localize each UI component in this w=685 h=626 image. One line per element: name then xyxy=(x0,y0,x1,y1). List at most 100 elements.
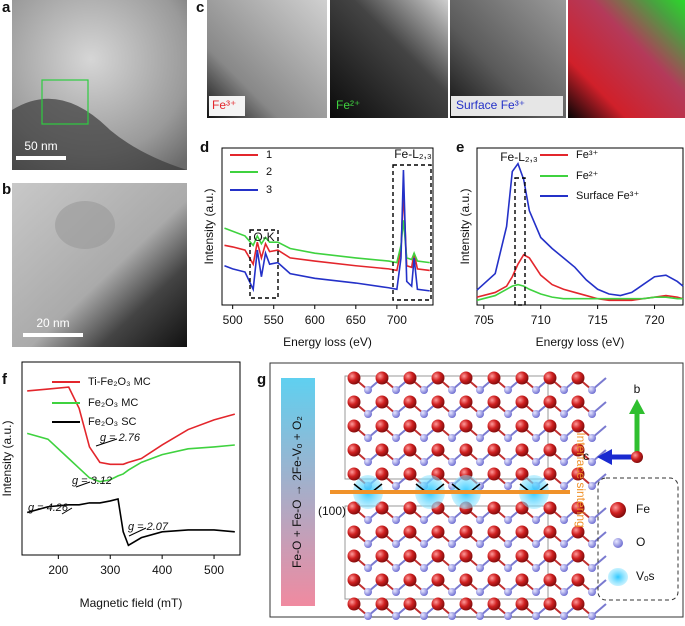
x-tick-label: 705 xyxy=(474,313,494,327)
legend-label: Fe³⁺ xyxy=(576,149,599,161)
o-atom xyxy=(532,516,540,524)
o-atom xyxy=(588,516,596,524)
o-atom xyxy=(532,588,540,596)
series-line xyxy=(476,162,684,297)
fe-atom xyxy=(375,371,389,385)
panel-label: d xyxy=(200,139,209,156)
fe-atom xyxy=(515,371,529,385)
legend-label: Fe₂O₃ SC xyxy=(88,416,137,428)
o-atom xyxy=(420,410,428,418)
o-atom xyxy=(476,540,484,548)
legend-label: O xyxy=(636,535,645,549)
o-atom xyxy=(532,458,540,466)
plot-frame xyxy=(21,361,241,556)
o-atom xyxy=(588,564,596,572)
particle xyxy=(55,201,115,249)
fe-atom xyxy=(487,573,501,587)
legend-label: Fe xyxy=(636,502,650,516)
o-atom xyxy=(588,612,596,620)
dashed-box xyxy=(392,164,432,301)
o-atom xyxy=(448,516,456,524)
fe-atom xyxy=(515,525,529,539)
fe-atom xyxy=(431,395,445,409)
x-tick-label: 500 xyxy=(223,313,243,327)
fe-atom xyxy=(403,443,417,457)
equation: Fe-O + Fe-O → 2Fe-Vₒ + O₂ xyxy=(290,416,304,568)
fe-atom xyxy=(375,597,389,611)
fe-atom xyxy=(431,525,445,539)
axis-label: c xyxy=(583,449,589,463)
o-atom xyxy=(364,434,372,442)
fe-atom xyxy=(347,501,361,515)
fe-atom xyxy=(403,467,417,481)
plane-label: (100) xyxy=(318,504,346,518)
fe-atom xyxy=(459,419,473,433)
o-atom xyxy=(364,588,372,596)
o-atom xyxy=(420,540,428,548)
fe-atom xyxy=(571,395,585,409)
o-atom xyxy=(476,612,484,620)
o-atom xyxy=(560,482,568,490)
fe-atom xyxy=(347,549,361,563)
o-atom xyxy=(560,588,568,596)
fe-atom xyxy=(487,395,501,409)
fe-atom xyxy=(403,573,417,587)
annotation: g = 2.76 xyxy=(100,432,141,444)
o-atom xyxy=(588,482,596,490)
o-atom xyxy=(588,588,596,596)
o-atom xyxy=(392,482,400,490)
o-atom xyxy=(588,386,596,394)
fe-atom xyxy=(459,443,473,457)
fe-atom xyxy=(459,573,473,587)
eels-map xyxy=(568,0,685,118)
x-tick-label: 700 xyxy=(387,313,407,327)
fe-atom xyxy=(543,549,557,563)
fe-atom xyxy=(571,597,585,611)
o-atom xyxy=(504,386,512,394)
fe-atom xyxy=(543,419,557,433)
o-atom xyxy=(364,564,372,572)
o-atom xyxy=(476,410,484,418)
fe-atom xyxy=(375,395,389,409)
panel-label: g xyxy=(257,371,266,388)
o-atom xyxy=(392,516,400,524)
o-atom xyxy=(476,386,484,394)
scale-label: 50 nm xyxy=(24,139,57,153)
panel-label: c xyxy=(196,0,204,16)
o-atom xyxy=(364,410,372,418)
legend-label: 1 xyxy=(266,149,272,161)
series-line xyxy=(27,386,236,466)
map-label-box xyxy=(209,96,245,116)
fe-atom xyxy=(403,549,417,563)
x-axis-label: Magnetic field (mT) xyxy=(80,596,183,610)
o-atom xyxy=(588,410,596,418)
o-atom xyxy=(420,564,428,572)
o-atom xyxy=(420,612,428,620)
zoom-box xyxy=(41,79,89,125)
annotation: g = 3.12 xyxy=(72,475,112,487)
o-atom xyxy=(504,588,512,596)
fe-atom xyxy=(459,549,473,563)
fe-atom xyxy=(571,443,585,457)
map-label-box xyxy=(451,96,563,116)
fe-atom xyxy=(571,501,585,515)
fe-atom xyxy=(543,501,557,515)
o-atom xyxy=(532,564,540,572)
fe-atom xyxy=(487,549,501,563)
interface-label: Interface sintering xyxy=(574,432,588,527)
fe-atom xyxy=(487,525,501,539)
x-tick-label: 550 xyxy=(264,313,284,327)
fe-atom xyxy=(543,573,557,587)
o-atom xyxy=(448,612,456,620)
o-atom xyxy=(476,516,484,524)
x-tick-label: 710 xyxy=(531,313,551,327)
fe-atom xyxy=(515,573,529,587)
fe-atom xyxy=(571,525,585,539)
legend-label: 2 xyxy=(266,166,272,178)
x-tick-label: 400 xyxy=(152,563,172,577)
fe-atom xyxy=(375,525,389,539)
annotation: O-K xyxy=(253,230,274,244)
series-line xyxy=(224,190,430,272)
o-atom xyxy=(448,410,456,418)
